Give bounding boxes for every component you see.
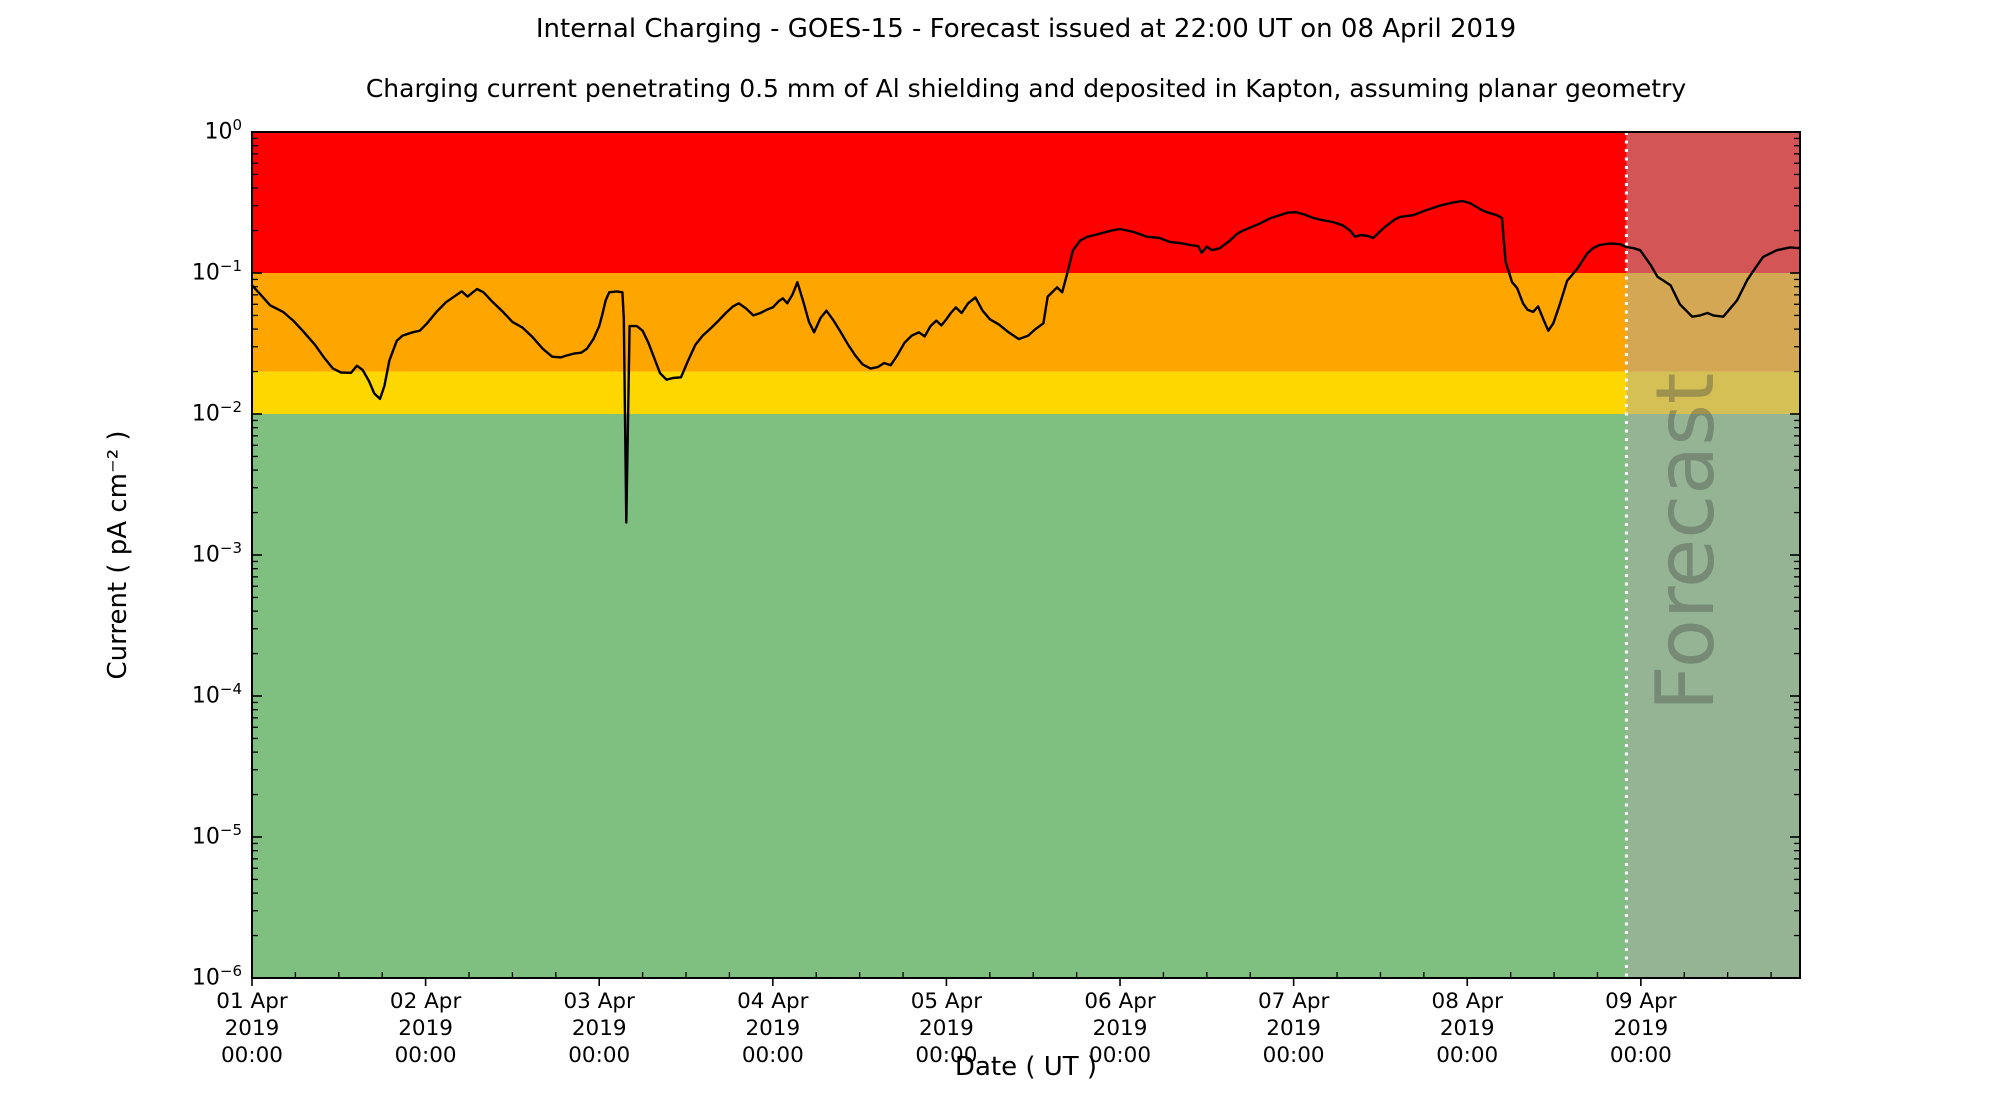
x-tick-label: 05 Apr 2019 00:00 bbox=[910, 989, 983, 1068]
x-tick-label: 06 Apr 2019 00:00 bbox=[1084, 989, 1156, 1068]
x-axis-label: Date ( UT ) bbox=[954, 1052, 1098, 1082]
x-tick-label: 02 Apr 2019 00:00 bbox=[389, 989, 462, 1068]
risk-band-green bbox=[252, 414, 1800, 978]
chart-title: Internal Charging - GOES-15 - Forecast i… bbox=[535, 14, 1517, 44]
x-tick-label: 08 Apr 2019 00:00 bbox=[1431, 989, 1503, 1068]
y-tick-label: 10−1 bbox=[191, 257, 242, 286]
x-tick-label: 03 Apr 2019 00:00 bbox=[563, 989, 635, 1068]
y-tick-label: 100 bbox=[204, 116, 242, 145]
forecast-watermark: Forecast bbox=[1639, 373, 1732, 712]
risk-band-orange bbox=[252, 273, 1800, 372]
y-tick-label: 10−2 bbox=[191, 398, 242, 427]
y-tick-label: 10−3 bbox=[191, 539, 242, 568]
chart-subtitle: Charging current penetrating 0.5 mm of A… bbox=[365, 74, 1687, 103]
plot-border bbox=[251, 131, 1801, 979]
y-tick-label: 10−5 bbox=[191, 821, 242, 850]
y-tick-label: 10−6 bbox=[191, 962, 242, 991]
charging-current-line bbox=[250, 199, 1802, 524]
y-tick-label: 10−4 bbox=[191, 680, 242, 709]
x-tick-label: 01 Apr 2019 00:00 bbox=[216, 989, 288, 1068]
x-tick-label: 04 Apr 2019 00:00 bbox=[737, 989, 809, 1068]
x-tick-label: 09 Apr 2019 00:00 bbox=[1605, 989, 1677, 1068]
risk-band-yellow bbox=[252, 371, 1800, 414]
risk-band-red bbox=[252, 132, 1800, 273]
x-tick-label: 07 Apr 2019 00:00 bbox=[1257, 989, 1330, 1068]
